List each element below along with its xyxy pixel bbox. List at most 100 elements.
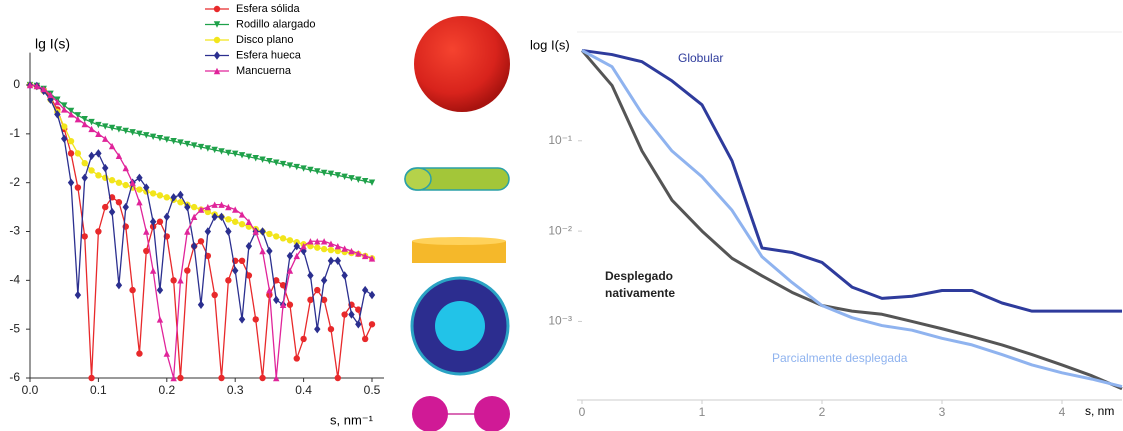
cylinder-end [405, 168, 431, 190]
marker [123, 165, 129, 171]
marker [266, 231, 272, 237]
marker [225, 277, 231, 283]
marker [150, 190, 156, 196]
dumbbell-ball [474, 396, 510, 431]
series-line [582, 50, 1122, 388]
marker [369, 291, 375, 299]
marker [321, 246, 327, 252]
disk-top [412, 237, 506, 245]
marker [164, 213, 170, 221]
x-axis-label: s, nm [1085, 404, 1114, 418]
y-tick-label: 0 [13, 77, 20, 91]
marker [88, 375, 94, 381]
marker [75, 184, 81, 190]
dumbbell-ball [412, 396, 448, 431]
marker [143, 228, 149, 234]
marker [300, 336, 306, 342]
series-line [582, 50, 1122, 386]
x-tick-label: 3 [939, 405, 946, 419]
marker [335, 375, 341, 381]
curve-annotation: Parcialmente desplegada [772, 350, 972, 367]
marker [150, 267, 156, 273]
marker [214, 51, 220, 59]
shape-icons [405, 16, 510, 431]
marker [239, 221, 245, 227]
marker [335, 257, 341, 265]
curve-annotation: Globular [678, 50, 798, 67]
marker [95, 149, 101, 157]
x-tick-label: 0 [579, 405, 586, 419]
marker [335, 243, 341, 249]
marker [225, 216, 231, 222]
marker [164, 350, 170, 356]
marker [362, 336, 368, 342]
marker [205, 204, 211, 210]
marker [95, 172, 101, 178]
marker [239, 315, 245, 323]
marker [75, 150, 81, 156]
marker [75, 291, 81, 299]
marker [184, 267, 190, 273]
marker [321, 276, 327, 284]
legend-label: Esfera hueca [236, 49, 302, 61]
marker [314, 287, 320, 293]
marker [307, 271, 313, 279]
marker [214, 37, 220, 43]
x-tick-label: 1 [699, 405, 706, 419]
marker [198, 238, 204, 244]
y-tick-label: -1 [9, 126, 20, 140]
marker [328, 326, 334, 332]
marker [129, 287, 135, 293]
marker [123, 203, 129, 211]
marker [259, 227, 265, 235]
marker [68, 178, 74, 186]
marker [341, 245, 347, 251]
marker [273, 296, 279, 304]
y-tick-label: -6 [9, 370, 20, 384]
marker [259, 248, 265, 254]
marker [273, 233, 279, 239]
x-tick-label: 0.2 [158, 383, 175, 397]
sphere-icon [414, 16, 510, 112]
y-axis-label: lg I(s) [35, 36, 70, 52]
marker [205, 227, 211, 235]
marker [369, 321, 375, 327]
marker [116, 281, 122, 289]
marker [123, 182, 129, 188]
marker [116, 199, 122, 205]
marker [198, 301, 204, 309]
marker [287, 302, 293, 308]
marker [136, 350, 142, 356]
marker [314, 244, 320, 250]
y-tick-label: 10⁻² [548, 223, 572, 237]
marker [232, 219, 238, 225]
y-tick-label: 10⁻¹ [548, 133, 572, 147]
marker [266, 247, 272, 255]
x-tick-label: 0.4 [295, 383, 312, 397]
marker [246, 242, 252, 250]
x-tick-label: 0.3 [227, 383, 244, 397]
x-tick-label: 0.0 [22, 383, 39, 397]
marker [88, 152, 94, 160]
series-line [30, 85, 372, 183]
marker [280, 235, 286, 241]
marker [157, 316, 163, 322]
legend-label: Mancuerna [236, 65, 292, 77]
marker [157, 219, 163, 225]
marker [102, 204, 108, 210]
x-tick-label: 4 [1059, 405, 1066, 419]
marker [157, 192, 163, 198]
marker [341, 271, 347, 279]
x-tick-label: 0.1 [90, 383, 107, 397]
marker [82, 174, 88, 182]
marker [232, 206, 238, 212]
marker [68, 138, 74, 144]
marker [341, 311, 347, 317]
x-tick-label: 2 [819, 405, 826, 419]
curve-annotation: Desplegado nativamente [605, 268, 715, 302]
marker [136, 186, 142, 192]
marker [95, 228, 101, 234]
marker [164, 194, 170, 200]
marker [362, 286, 368, 294]
legend-label: Disco plano [236, 34, 293, 46]
